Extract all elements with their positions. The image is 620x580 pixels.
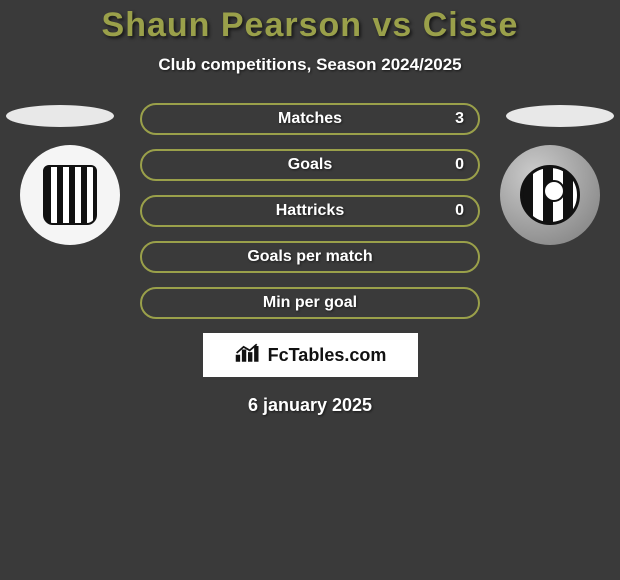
stat-value: 0	[455, 202, 464, 220]
stat-value: 0	[455, 156, 464, 174]
club-crest-right	[500, 145, 600, 245]
branding-banner[interactable]: FcTables.com	[203, 333, 418, 377]
branding-text: FcTables.com	[268, 345, 387, 366]
comparison-panel: Matches 3 Goals 0 Hattricks 0 Goals per …	[0, 103, 620, 416]
club-crest-right-graphic	[520, 165, 580, 225]
stat-label: Min per goal	[142, 294, 478, 312]
stat-label: Matches	[142, 110, 478, 128]
stat-row-goals: Goals 0	[140, 149, 480, 181]
bar-chart-icon	[234, 342, 262, 369]
page-subtitle: Club competitions, Season 2024/2025	[0, 55, 620, 75]
stat-label: Hattricks	[142, 202, 478, 220]
stat-row-hattricks: Hattricks 0	[140, 195, 480, 227]
page-title: Shaun Pearson vs Cisse	[0, 0, 620, 45]
stat-label: Goals per match	[142, 248, 478, 266]
stat-row-matches: Matches 3	[140, 103, 480, 135]
stats-list: Matches 3 Goals 0 Hattricks 0 Goals per …	[140, 103, 480, 319]
club-crest-left	[20, 145, 120, 245]
stat-value: 3	[455, 110, 464, 128]
stat-row-goals-per-match: Goals per match	[140, 241, 480, 273]
club-crest-left-graphic	[43, 165, 97, 225]
stat-row-min-per-goal: Min per goal	[140, 287, 480, 319]
comparison-date: 6 january 2025	[0, 395, 620, 416]
crest-shadow-left	[6, 105, 114, 127]
stat-label: Goals	[142, 156, 478, 174]
crest-shadow-right	[506, 105, 614, 127]
